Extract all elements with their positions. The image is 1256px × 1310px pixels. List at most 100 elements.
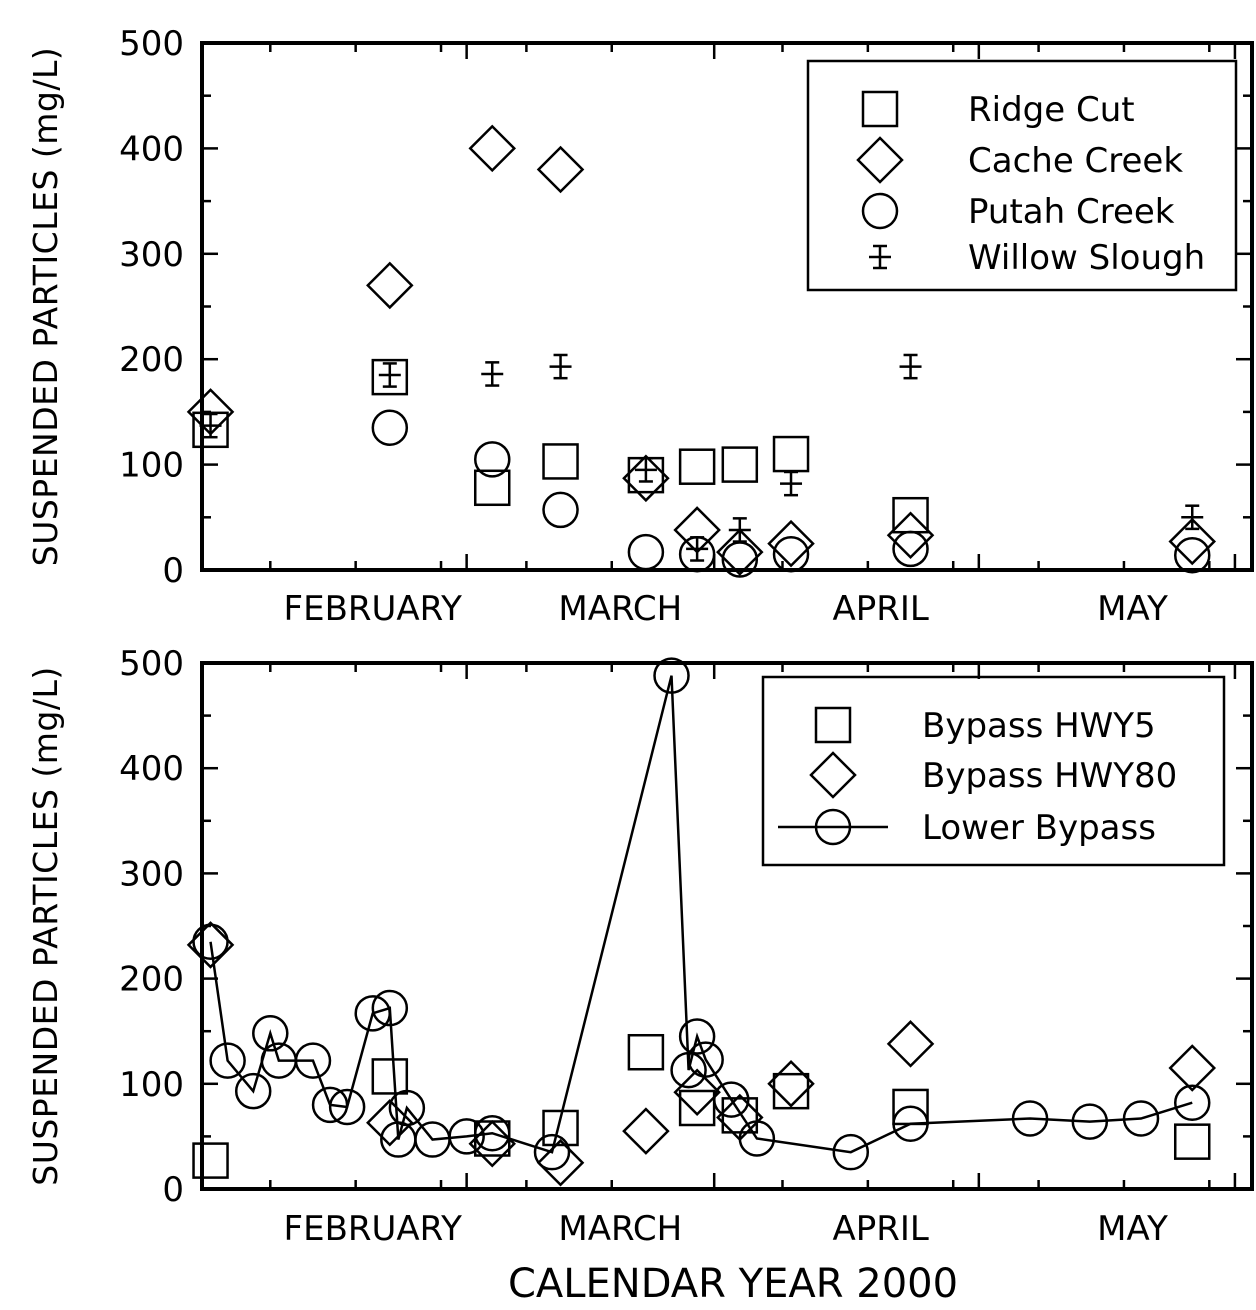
data-point xyxy=(780,470,803,497)
month-label: MARCH xyxy=(558,589,682,629)
data-point xyxy=(670,1051,707,1089)
data-point xyxy=(886,1020,935,1068)
month-label: APRIL xyxy=(832,589,928,629)
data-point xyxy=(542,491,579,529)
legend-box xyxy=(761,675,1226,867)
y-tick-label: 0 xyxy=(162,551,184,591)
month-label: MAY xyxy=(1097,589,1168,629)
data-point xyxy=(767,519,815,568)
data-point xyxy=(371,358,409,396)
series-lower-bypass xyxy=(192,657,1211,1171)
month-label: FEBRUARY xyxy=(284,589,463,629)
data-point xyxy=(1011,1100,1049,1137)
data-point xyxy=(481,361,504,387)
legend-symbol xyxy=(869,244,891,270)
month-label: MAY xyxy=(1097,1209,1168,1249)
data-point xyxy=(1173,536,1211,574)
bottom-panel: SUSPENDED PARTICLES (mg/L) 0 100 200 300 400… xyxy=(26,644,1254,1249)
series-willow-slough xyxy=(199,353,1204,562)
y-tick-label: 500 xyxy=(119,24,184,64)
legend-symbol xyxy=(861,90,899,128)
data-point xyxy=(767,1060,815,1108)
legend-symbol xyxy=(809,751,857,799)
data-point xyxy=(622,454,670,503)
y-tick-label: 100 xyxy=(119,1065,184,1105)
legend-symbol xyxy=(856,136,904,184)
data-point xyxy=(252,1015,289,1052)
data-point xyxy=(678,448,716,485)
data-point xyxy=(832,1133,870,1171)
data-point xyxy=(892,1105,929,1143)
month-label: FEBRUARY xyxy=(284,1209,463,1249)
data-point xyxy=(468,124,517,173)
y-tick-label: 300 xyxy=(119,235,184,275)
data-point xyxy=(678,1018,716,1055)
data-point xyxy=(388,1089,426,1127)
data-point xyxy=(371,409,409,446)
series-bypass-hwy80 xyxy=(186,921,1217,1187)
data-point xyxy=(892,530,929,568)
legend-box xyxy=(806,59,1238,292)
data-point xyxy=(728,517,751,543)
data-point xyxy=(473,441,511,478)
data-point xyxy=(294,1042,332,1079)
data-point xyxy=(716,528,764,576)
data-point xyxy=(1168,517,1217,566)
data-point xyxy=(622,1107,670,1155)
y-tick-label: 500 xyxy=(119,644,184,684)
data-point xyxy=(468,1119,517,1168)
data-point xyxy=(542,1109,579,1147)
y-tick-label: 200 xyxy=(119,340,184,380)
data-point xyxy=(653,657,690,694)
data-point xyxy=(209,1042,246,1079)
data-point xyxy=(192,923,229,961)
data-point xyxy=(549,353,572,380)
data-point xyxy=(634,457,657,483)
data-point xyxy=(678,1089,716,1127)
legend-symbol xyxy=(814,808,852,846)
data-point xyxy=(366,261,414,310)
y-tick-label: 100 xyxy=(119,446,184,486)
series-ridge-cut xyxy=(192,358,929,534)
legend-label: Bypass HWY5 xyxy=(922,706,1156,746)
top-panel: SUSPENDED PARTICLES (mg/L) 0 100 200 300 400… xyxy=(26,24,1254,629)
data-point xyxy=(1181,504,1204,531)
data-point xyxy=(1071,1103,1109,1140)
y-tick-label: 300 xyxy=(119,854,184,894)
data-point xyxy=(328,1088,366,1126)
legend-label: Bypass HWY80 xyxy=(922,756,1177,796)
data-point xyxy=(892,496,929,534)
data-point xyxy=(371,989,409,1027)
data-point xyxy=(354,995,391,1032)
data-point xyxy=(234,1072,272,1110)
legend-label: Cache Creek xyxy=(968,141,1183,181)
data-point xyxy=(533,1133,571,1171)
data-point xyxy=(899,353,922,380)
data-point xyxy=(627,1033,665,1071)
data-point xyxy=(686,536,709,562)
data-point xyxy=(186,921,235,969)
data-point xyxy=(448,1118,485,1155)
data-point xyxy=(542,443,579,480)
series-putah-creek xyxy=(371,409,1211,578)
data-point xyxy=(311,1086,349,1124)
data-point xyxy=(473,469,511,507)
x-axis-label: CALENDAR YEAR 2000 xyxy=(508,1261,958,1307)
data-point xyxy=(199,412,222,439)
data-point xyxy=(536,1138,585,1187)
month-label: MARCH xyxy=(558,1209,682,1249)
data-point xyxy=(378,362,401,388)
legend: Ridge Cut Cache Creek Putah Creek Willow Sl… xyxy=(806,59,1238,292)
legend-symbol xyxy=(861,192,899,230)
y-tick-label: 200 xyxy=(119,960,184,1000)
month-label: APRIL xyxy=(832,1209,928,1249)
legend-label: Ridge Cut xyxy=(968,90,1135,130)
legend-label: Willow Slough xyxy=(968,238,1205,278)
y-tick-label: 0 xyxy=(162,1170,184,1210)
data-point xyxy=(772,535,810,573)
data-point xyxy=(886,511,935,559)
data-point xyxy=(536,145,585,194)
data-point xyxy=(721,446,759,483)
data-point xyxy=(738,1120,776,1157)
